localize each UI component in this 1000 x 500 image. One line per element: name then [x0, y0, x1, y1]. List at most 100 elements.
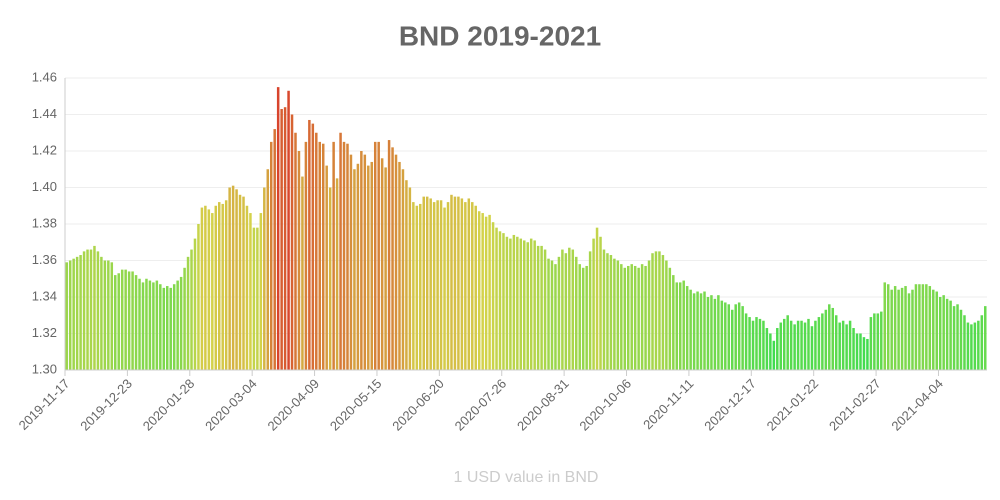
bar	[363, 154, 367, 370]
bar	[273, 129, 276, 370]
bar	[668, 267, 672, 370]
bar	[620, 264, 623, 370]
bar	[803, 322, 807, 370]
bar	[627, 265, 630, 370]
bar	[339, 132, 342, 370]
bar	[710, 295, 713, 370]
bar	[630, 264, 633, 370]
bar	[762, 320, 765, 370]
bar	[93, 245, 96, 370]
bar	[984, 306, 987, 370]
bar	[980, 315, 984, 370]
bar	[814, 320, 817, 370]
bar	[460, 198, 464, 370]
bar	[609, 255, 613, 370]
bar	[297, 151, 301, 370]
bar	[675, 282, 679, 370]
bar	[436, 200, 439, 370]
bar	[190, 249, 193, 370]
bar	[308, 119, 311, 370]
bar	[491, 222, 495, 370]
bar	[685, 286, 689, 370]
bar	[283, 107, 287, 370]
bar	[658, 251, 661, 370]
bar	[890, 289, 893, 370]
bar	[599, 236, 602, 370]
bar	[276, 87, 280, 370]
bar	[179, 276, 183, 370]
bar	[256, 227, 259, 370]
bar	[807, 318, 810, 370]
bar	[824, 309, 828, 370]
bar	[918, 284, 921, 370]
bar	[346, 143, 349, 370]
bar	[477, 211, 481, 370]
bar	[841, 320, 845, 370]
bar	[443, 207, 446, 370]
bar	[367, 165, 370, 370]
bar	[970, 324, 973, 370]
bar	[446, 202, 450, 370]
bar	[488, 214, 491, 370]
bar	[169, 287, 172, 370]
bar	[949, 300, 952, 370]
bar	[869, 317, 873, 370]
bar	[789, 320, 793, 370]
bar	[838, 322, 841, 370]
bar	[398, 161, 401, 370]
bar	[848, 320, 852, 370]
bar	[387, 140, 391, 370]
bar	[575, 256, 578, 370]
bar	[96, 251, 100, 370]
bar	[945, 298, 949, 370]
x-tick-label: 2020-04-09	[264, 376, 322, 434]
bar	[925, 284, 928, 370]
bar	[654, 251, 658, 370]
bar	[834, 315, 838, 370]
bar	[217, 202, 221, 370]
bar	[845, 324, 848, 370]
bar	[640, 264, 644, 370]
bar	[304, 141, 308, 370]
x-tick-label: 2020-03-04	[202, 376, 260, 434]
x-tick-label: 2021-01-22	[764, 376, 822, 434]
bar	[852, 328, 855, 370]
chart-title: BND 2019-2021	[399, 20, 601, 51]
x-tick-label: 2019-11-17	[16, 376, 73, 433]
x-tick-label: 2020-06-20	[389, 376, 447, 434]
bar	[131, 271, 134, 370]
bar	[810, 326, 814, 370]
bar	[235, 189, 238, 370]
bar	[484, 216, 488, 370]
bar	[893, 286, 897, 370]
bar	[155, 280, 159, 370]
bar	[159, 284, 162, 370]
bar	[817, 317, 821, 370]
bar	[696, 291, 699, 370]
bar	[325, 165, 328, 370]
bar	[377, 141, 380, 370]
bar	[422, 196, 425, 370]
bar	[238, 194, 242, 370]
bar	[866, 338, 869, 370]
bar	[245, 205, 249, 370]
bar	[75, 256, 79, 370]
bar	[540, 245, 543, 370]
bar	[79, 255, 82, 370]
x-tick-label: 2020-05-15	[327, 376, 385, 434]
bar	[120, 269, 124, 370]
bar	[481, 213, 484, 370]
bar	[616, 260, 620, 370]
bar	[751, 320, 755, 370]
bar	[859, 333, 862, 370]
bar	[117, 273, 120, 370]
bar	[214, 205, 218, 370]
bar	[183, 267, 186, 370]
bar	[689, 289, 692, 370]
bar	[692, 293, 696, 370]
bar	[373, 141, 377, 370]
bar	[966, 322, 970, 370]
bar	[86, 249, 89, 370]
bar	[516, 236, 519, 370]
